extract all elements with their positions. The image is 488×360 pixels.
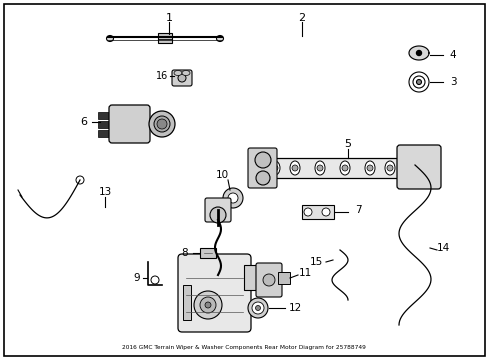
Circle shape [157,119,167,129]
Circle shape [321,208,329,216]
Circle shape [209,207,225,223]
Circle shape [341,165,347,171]
Circle shape [76,176,84,184]
Circle shape [247,298,267,318]
Text: 11: 11 [298,268,311,278]
Circle shape [178,74,185,82]
Ellipse shape [154,116,170,132]
Ellipse shape [174,71,182,76]
Ellipse shape [182,71,190,76]
Circle shape [254,152,270,168]
Ellipse shape [339,161,349,175]
FancyBboxPatch shape [178,254,250,332]
Text: 1: 1 [165,13,172,23]
Circle shape [255,306,260,310]
Circle shape [366,165,372,171]
Bar [244,265,256,290]
Ellipse shape [216,36,223,41]
Text: 14: 14 [435,243,448,253]
Polygon shape [408,46,428,60]
Text: 12: 12 [288,303,301,313]
Ellipse shape [384,161,394,175]
Circle shape [416,80,421,85]
Text: 13: 13 [98,187,111,197]
Bar [183,285,191,320]
Circle shape [291,165,297,171]
Bar [98,121,112,128]
Bar [278,272,289,284]
Text: 2016 GMC Terrain Wiper & Washer Components Rear Motor Diagram for 25788749: 2016 GMC Terrain Wiper & Washer Componen… [122,346,365,351]
Text: 15: 15 [309,257,322,267]
Circle shape [256,171,269,185]
Bar [302,205,333,219]
Circle shape [194,291,222,319]
Ellipse shape [314,161,325,175]
Circle shape [227,193,238,203]
Bar [158,33,172,43]
Bar [264,158,419,178]
Text: 6: 6 [81,117,87,127]
Circle shape [304,208,311,216]
Circle shape [223,188,243,208]
Text: 10: 10 [215,170,228,180]
Circle shape [412,76,424,88]
Ellipse shape [364,161,374,175]
Circle shape [416,50,421,55]
Circle shape [251,302,264,314]
Text: 4: 4 [449,50,455,60]
Circle shape [151,276,159,284]
FancyBboxPatch shape [109,105,150,143]
Bar [98,130,112,137]
FancyBboxPatch shape [172,70,192,86]
FancyBboxPatch shape [396,145,440,189]
Text: 3: 3 [449,77,455,87]
Text: 9: 9 [133,273,140,283]
FancyBboxPatch shape [204,198,230,222]
Circle shape [200,297,216,313]
Ellipse shape [149,111,175,137]
Ellipse shape [269,161,280,175]
Text: 8: 8 [182,248,188,258]
Circle shape [204,302,210,308]
Circle shape [316,165,323,171]
Text: 16: 16 [156,71,168,81]
Bar [200,248,216,258]
Circle shape [263,274,274,286]
Text: 7: 7 [354,205,361,215]
Circle shape [408,72,428,92]
Bar [98,112,112,119]
Circle shape [386,165,392,171]
Text: 2: 2 [298,13,305,23]
Ellipse shape [106,36,113,41]
Circle shape [271,165,278,171]
FancyBboxPatch shape [247,148,276,188]
Text: 5: 5 [344,139,351,149]
FancyBboxPatch shape [256,263,282,297]
Ellipse shape [289,161,299,175]
